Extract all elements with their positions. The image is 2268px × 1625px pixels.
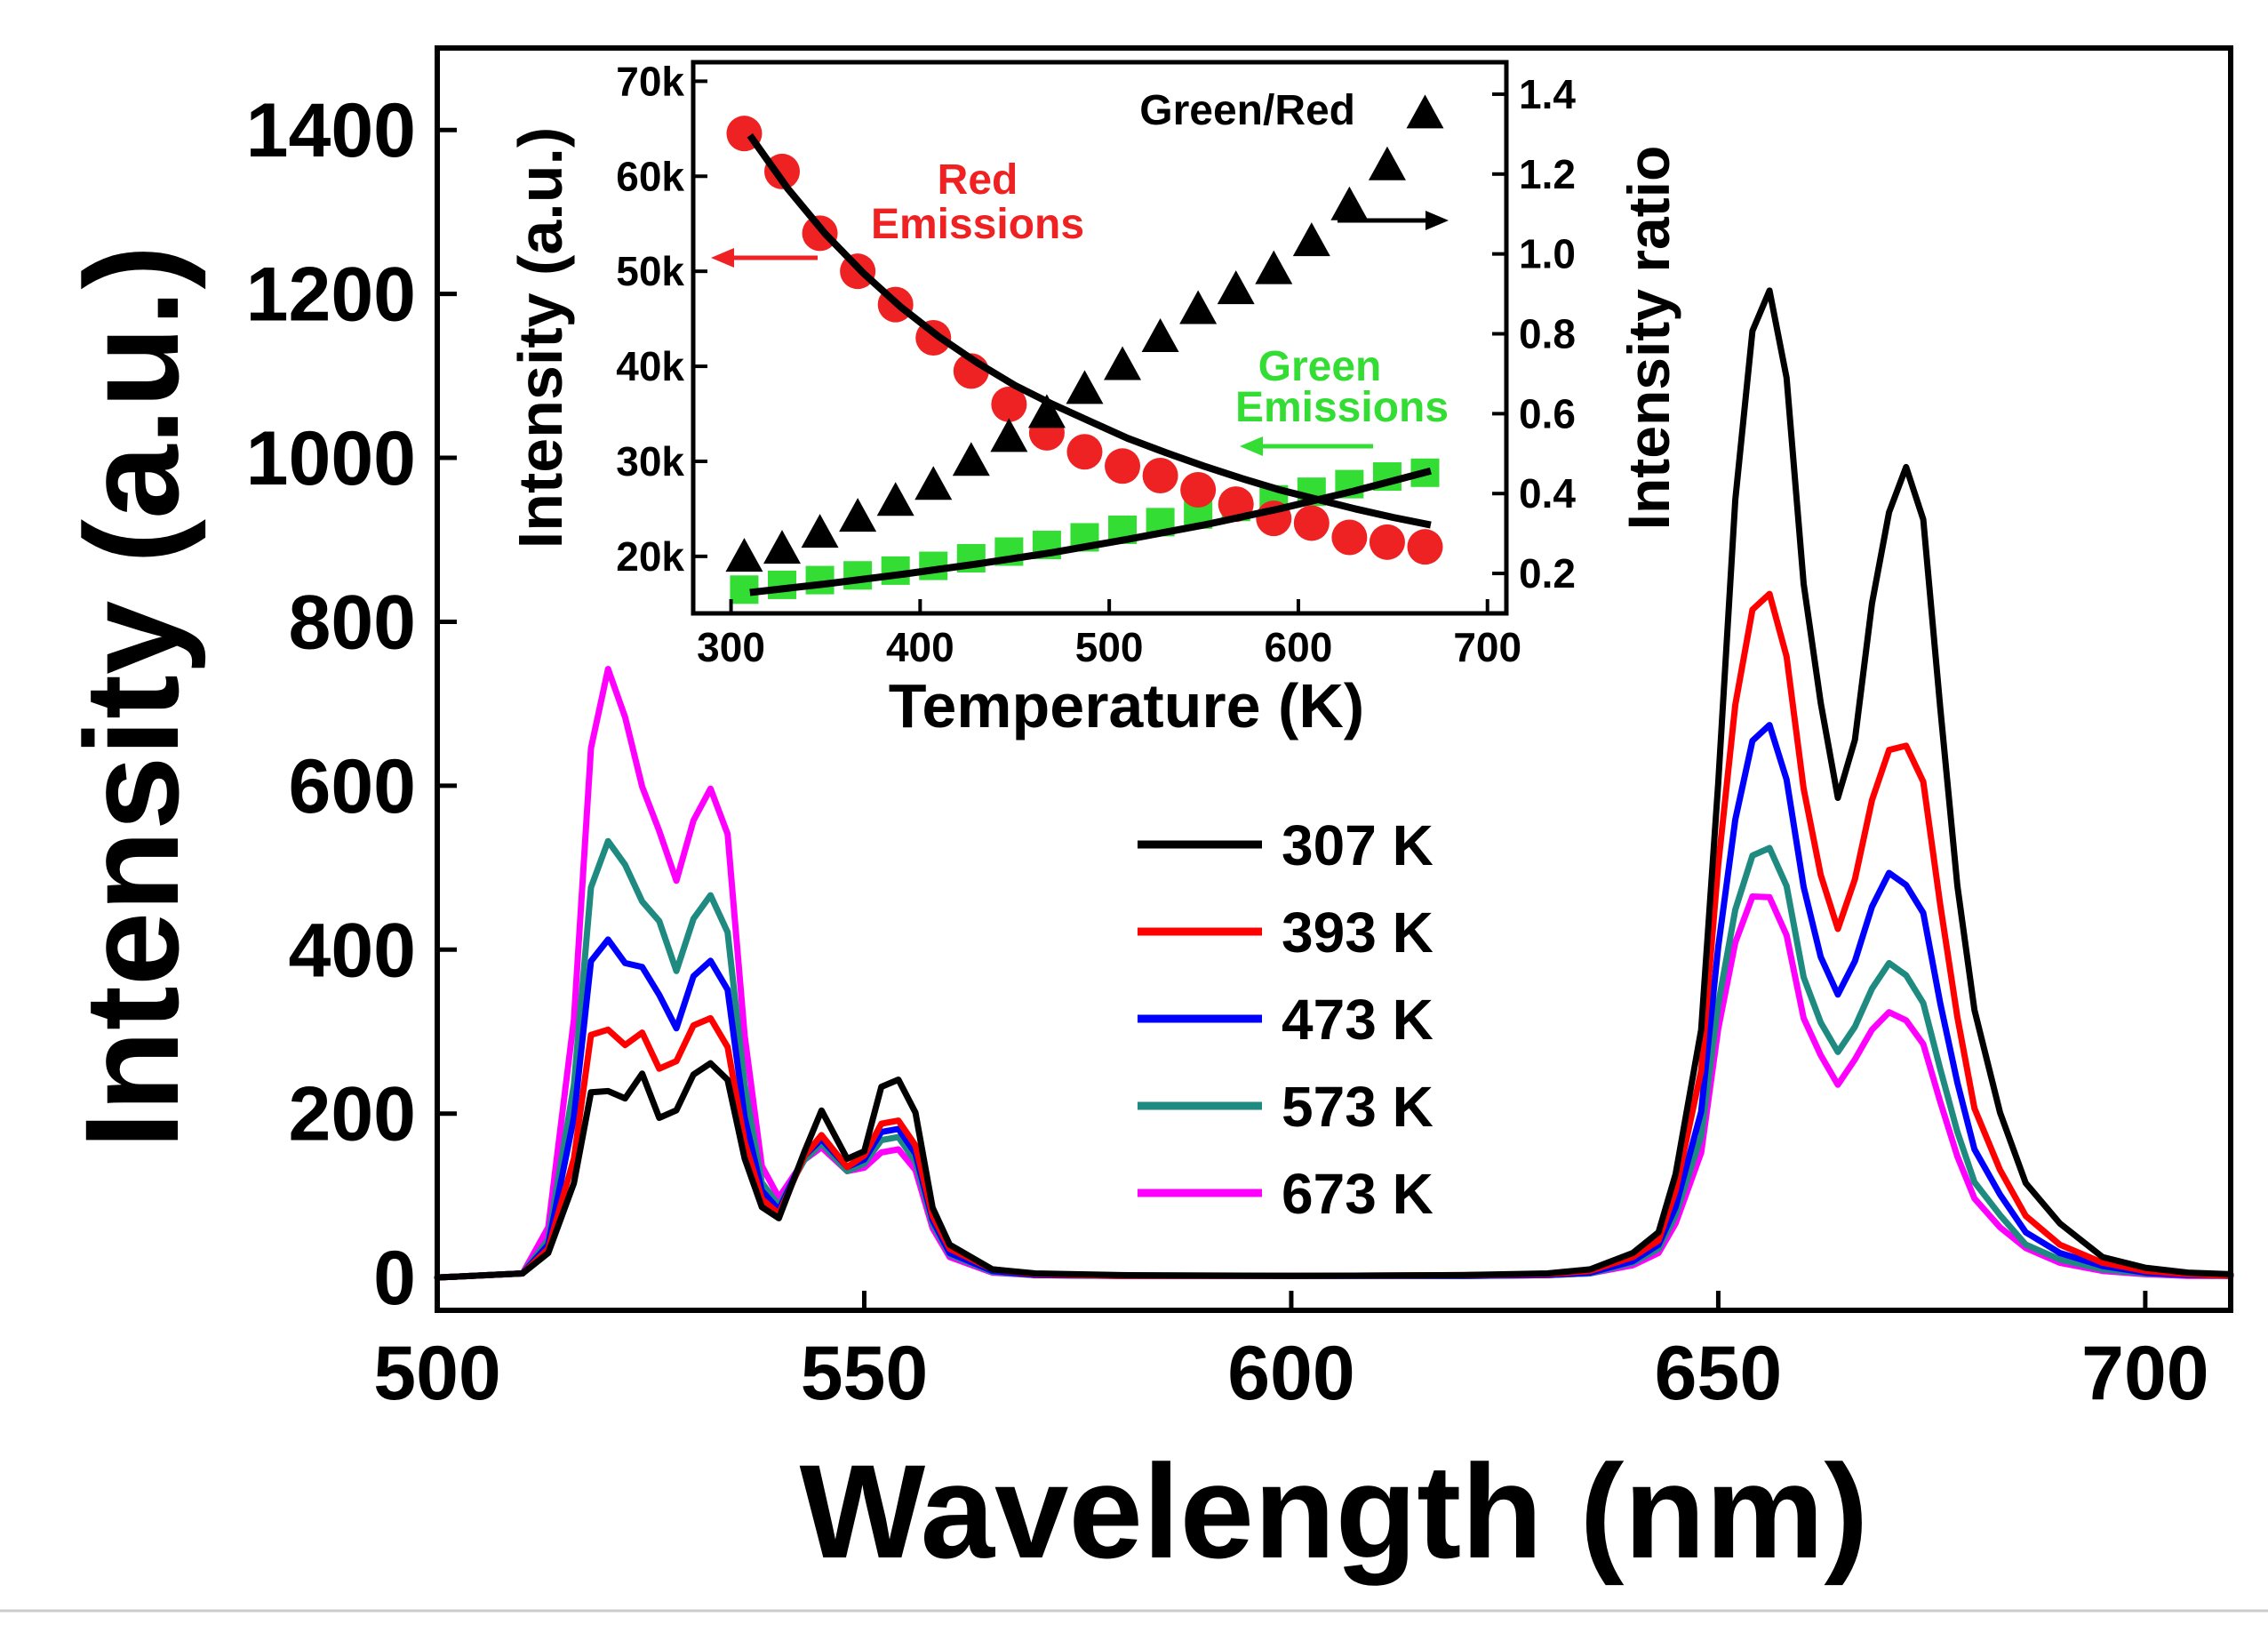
fit-line-red-fit <box>747 132 1432 529</box>
marker-green-red <box>990 418 1028 452</box>
inset-y-tick-label: 20k <box>616 533 684 580</box>
series-line-307-k <box>434 287 2234 1281</box>
y-tick-label: 200 <box>289 1072 417 1157</box>
marker-red-emissions <box>991 386 1027 422</box>
inset-plot-frame <box>691 60 1509 616</box>
inset-y-ticks: 20k 30k 40k 50k 60k 70k <box>616 58 707 580</box>
inset-x-tick-label: 500 <box>1075 624 1144 670</box>
marker-green-red <box>1255 250 1293 284</box>
legend-label-673-k: 673 K <box>1282 1162 1433 1226</box>
main-x-axis-label: Wavelength (nm) <box>800 1437 1869 1586</box>
x-tick-label: 600 <box>1227 1331 1355 1416</box>
marker-green-red <box>1217 270 1255 305</box>
legend-label-307-k: 307 K <box>1282 813 1433 877</box>
y-tick-label: 0 <box>373 1236 416 1321</box>
marker-green-red <box>876 482 914 516</box>
marker-green-red <box>914 466 953 500</box>
y-tick-label: 1000 <box>246 416 416 501</box>
inset-x-tick-label: 400 <box>886 624 954 670</box>
y-tick-label: 400 <box>289 908 417 993</box>
x-tick-label: 500 <box>373 1331 501 1416</box>
main-y-axis-label: Intensity (a.u.) <box>57 245 206 1149</box>
arrow-red-left-head <box>711 248 734 268</box>
inset-series-group <box>725 94 1444 604</box>
main-chart: 500 550 600 650 700 0 200 400 600 800 1000 1200 140… <box>57 45 2234 1586</box>
y-tick-label: 1200 <box>246 252 416 338</box>
legend-label-473-k: 473 K <box>1282 988 1433 1052</box>
marker-red-emissions <box>1407 529 1443 565</box>
marker-green-red <box>1066 370 1104 404</box>
inset-y-tick-label: 30k <box>616 438 684 484</box>
inset-y2-tick-label: 0.6 <box>1519 390 1576 436</box>
marker-green-red <box>1292 222 1330 257</box>
marker-green-red <box>1330 186 1369 220</box>
inset-x-ticks: 300 400 500 600 700 <box>697 599 1521 670</box>
inset-x-tick-label: 600 <box>1265 624 1333 670</box>
marker-green-red <box>1104 346 1142 380</box>
annotation-green-subtitle: Emissions <box>1235 384 1449 431</box>
marker-green-red <box>1368 146 1406 180</box>
marker-green-red <box>1141 318 1179 352</box>
marker-red-emissions <box>1105 448 1141 484</box>
marker-green-red <box>839 498 877 532</box>
marker-green-red <box>725 538 763 572</box>
marker-red-emissions <box>1066 434 1103 470</box>
annotation-ratio-label: Green/Red <box>1139 87 1355 134</box>
annotation-red-subtitle: Emissions <box>871 201 1084 248</box>
inset-y2-tick-label: 1.0 <box>1519 231 1576 277</box>
marker-red-emissions <box>1369 524 1405 560</box>
inset-y2-tick-label: 0.2 <box>1519 550 1576 596</box>
x-tick-label: 650 <box>1655 1331 1783 1416</box>
inset-y-tick-label: 50k <box>616 248 684 294</box>
marker-green-red <box>1406 94 1444 129</box>
inset-x-axis-label: Temperature (K) <box>889 671 1364 740</box>
annotation-red-title: Red <box>938 156 1018 204</box>
x-tick-label: 700 <box>2081 1331 2209 1416</box>
marker-green-red <box>801 514 839 548</box>
inset-y2-tick-label: 1.2 <box>1519 151 1576 197</box>
inset-y2-tick-label: 0.8 <box>1519 311 1576 357</box>
legend-label-393-k: 393 K <box>1282 901 1433 965</box>
main-series-group <box>434 287 2234 1281</box>
main-legend: 307 K 393 K 473 K 573 K 673 K <box>1138 813 1433 1226</box>
marker-green-red <box>763 530 802 564</box>
marker-green-red <box>1179 290 1218 324</box>
y-tick-label: 600 <box>289 744 417 829</box>
arrow-green-left-head <box>1240 436 1263 456</box>
main-y-ticks: 0 200 400 600 800 1000 1200 1400 <box>246 88 457 1321</box>
inset-y-tick-label: 40k <box>616 343 684 389</box>
inset-y2-tick-label: 1.4 <box>1519 71 1576 117</box>
marker-red-emissions <box>1142 458 1178 493</box>
marker-red-emissions <box>1293 505 1330 541</box>
legend-label-573-k: 573 K <box>1282 1075 1433 1139</box>
inset-x-tick-label: 700 <box>1453 624 1521 670</box>
arrow-ratio-right-head <box>1425 211 1449 230</box>
inset-y2-tick-label: 0.4 <box>1519 470 1576 516</box>
marker-red-emissions <box>1180 472 1217 508</box>
inset-y-axis-label: Intensity (a.u.) <box>506 127 575 548</box>
annotation-green-title: Green <box>1258 343 1382 390</box>
inset-y-tick-label: 70k <box>616 58 684 104</box>
inset-background <box>693 62 1506 613</box>
y-tick-label: 1400 <box>246 88 416 173</box>
main-x-ticks: 500 550 600 650 700 <box>373 1291 2209 1416</box>
y-tick-label: 800 <box>289 580 417 665</box>
inset-y2-ticks: 0.2 0.4 0.6 0.8 1.0 1.2 1.4 <box>1492 71 1576 596</box>
inset-y-tick-label: 60k <box>616 153 684 199</box>
marker-red-emissions <box>1331 519 1368 556</box>
marker-green-red <box>952 442 990 476</box>
x-tick-label: 550 <box>801 1331 929 1416</box>
inset-x-tick-label: 300 <box>697 624 765 670</box>
inset-y2-axis-label: Intensity ratio <box>1616 146 1681 531</box>
main-plot-frame <box>435 45 2233 1313</box>
marker-green-red <box>1027 394 1066 428</box>
